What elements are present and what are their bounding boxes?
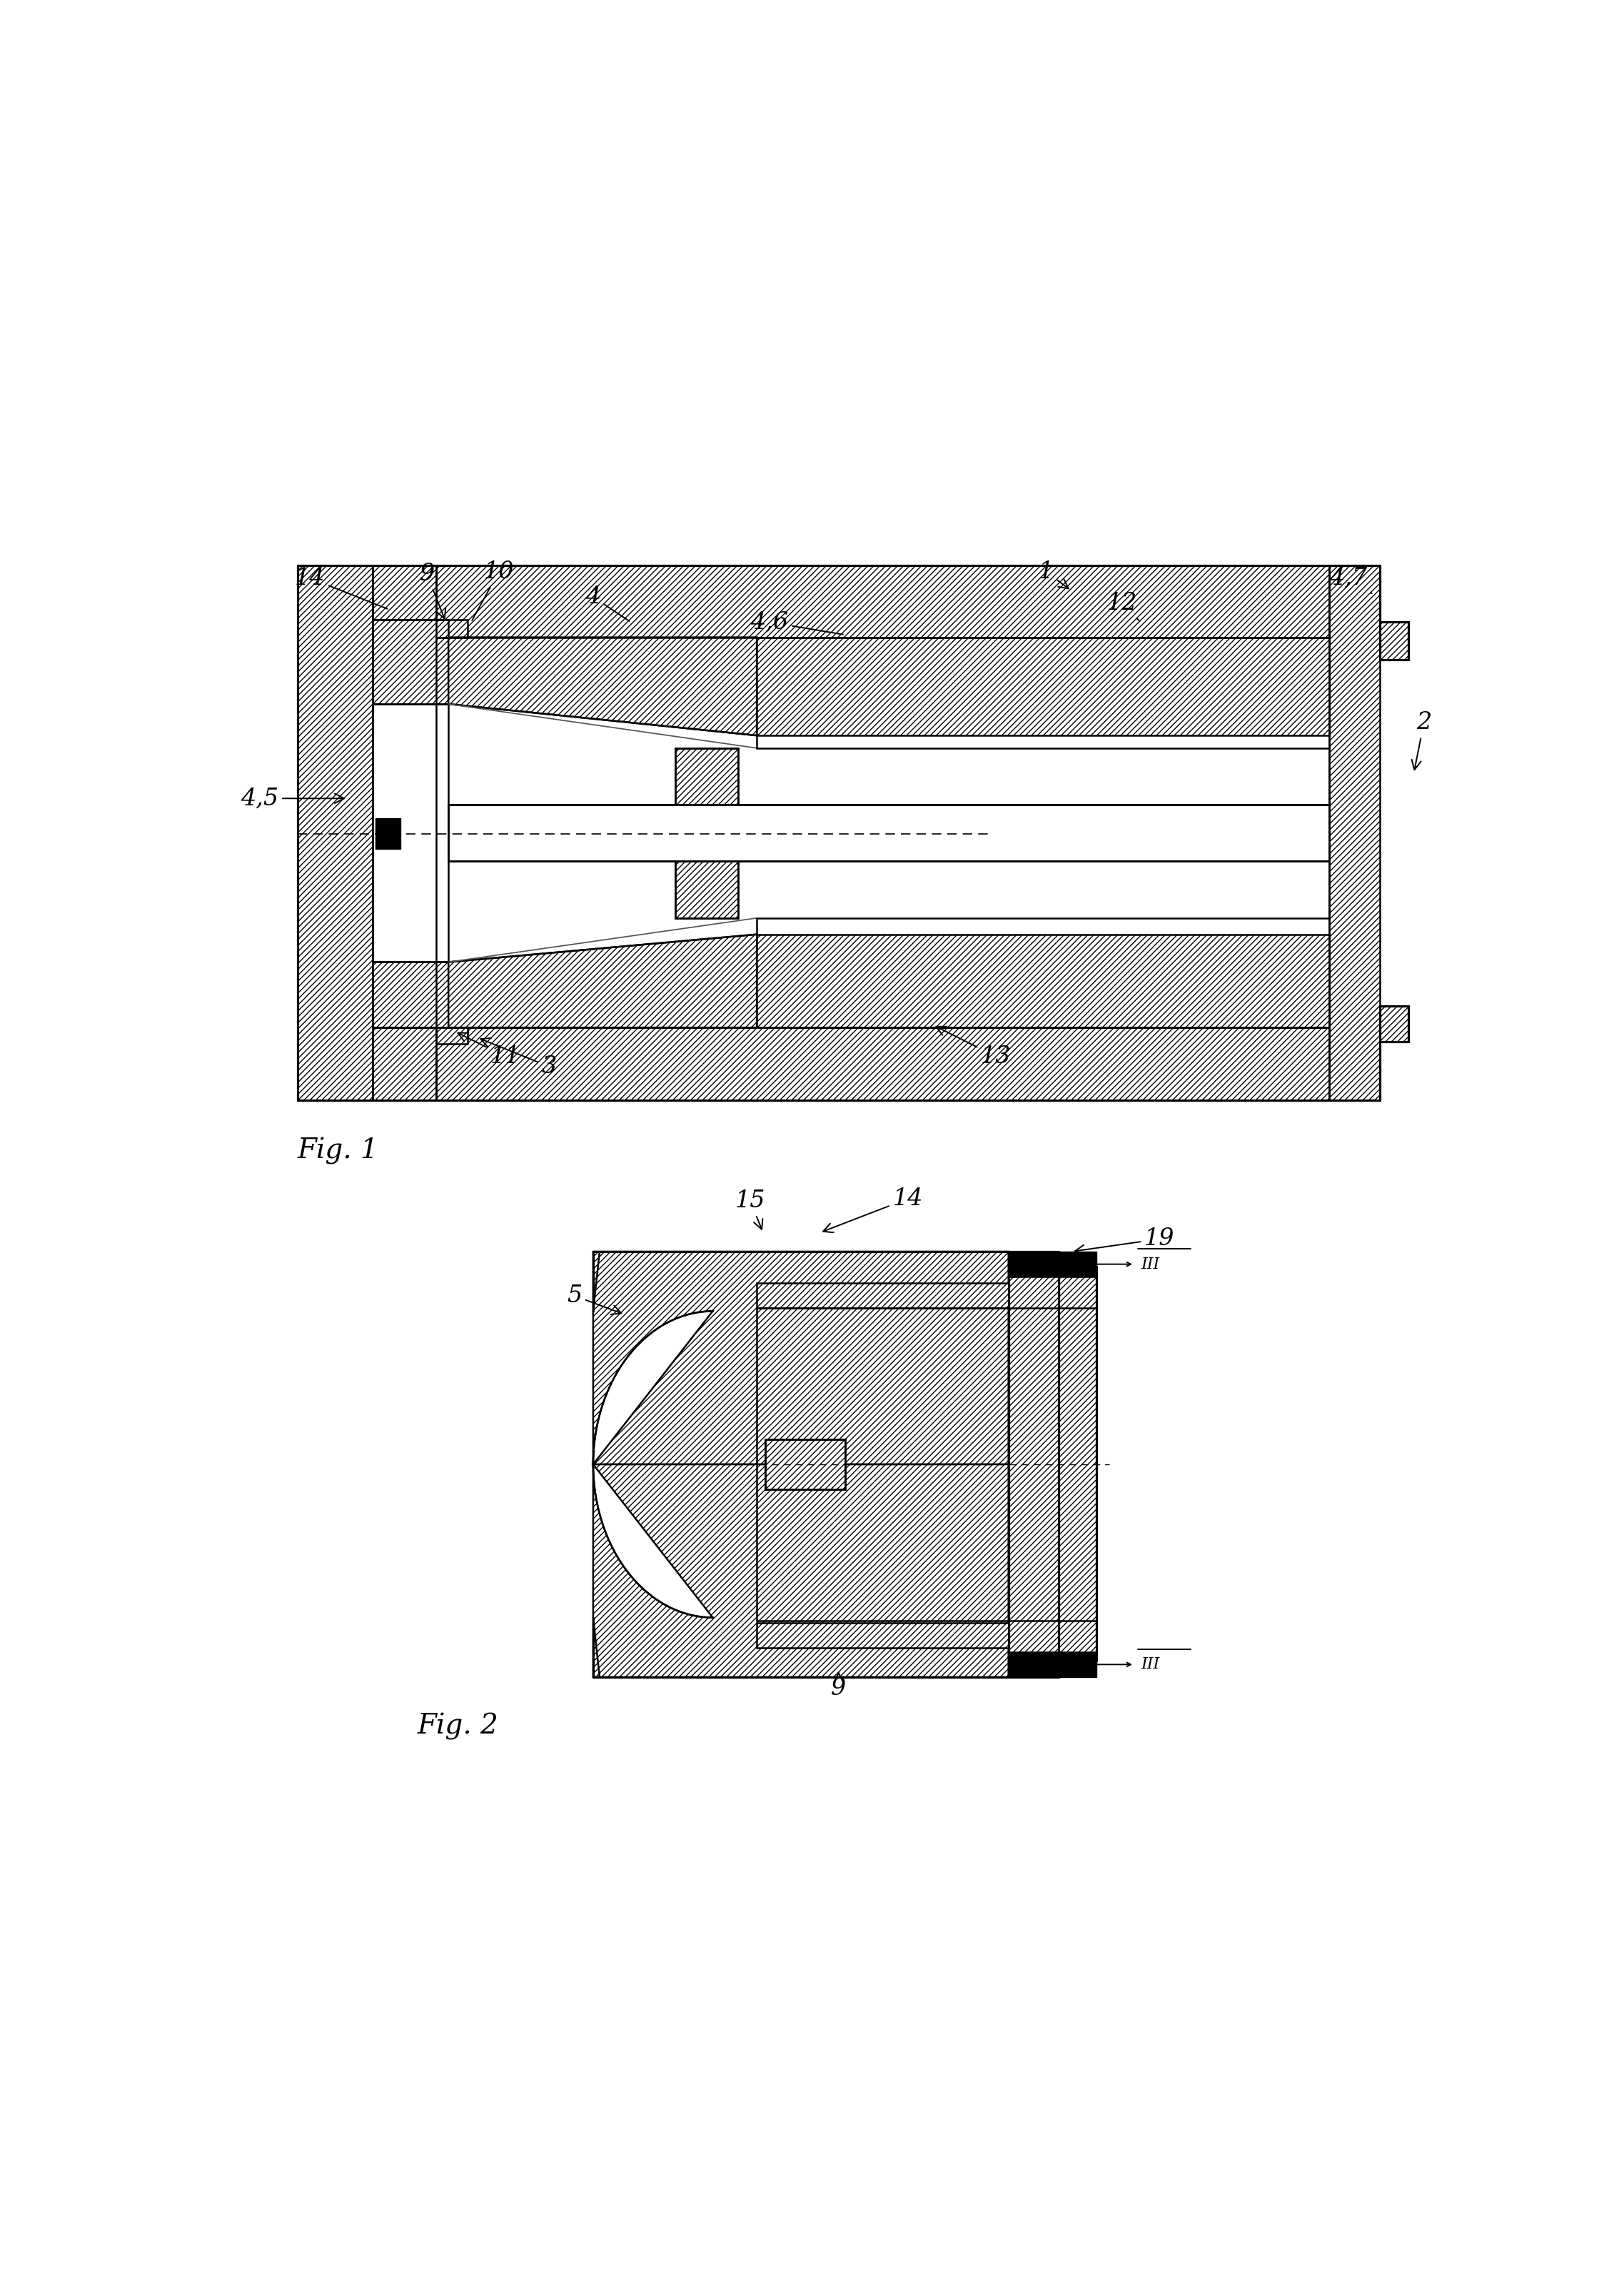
Bar bbox=[1009, 1652, 1096, 1677]
Bar bbox=[757, 1623, 1009, 1648]
Text: 4,7: 4,7 bbox=[1330, 567, 1372, 593]
Bar bbox=[375, 818, 401, 848]
Bar bbox=[374, 1028, 435, 1101]
Polygon shape bbox=[676, 748, 737, 804]
Bar bbox=[757, 934, 1330, 1028]
Text: 5: 5 bbox=[567, 1285, 622, 1315]
Bar bbox=[1330, 565, 1380, 1101]
Text: 11: 11 bbox=[458, 1032, 520, 1069]
Bar bbox=[1009, 1251, 1059, 1677]
Polygon shape bbox=[448, 934, 757, 1028]
Text: 9: 9 bbox=[419, 563, 445, 620]
Bar bbox=[448, 804, 1330, 861]
Polygon shape bbox=[676, 861, 737, 918]
Bar bbox=[757, 1283, 1009, 1308]
Text: 4: 4 bbox=[586, 586, 628, 622]
Bar bbox=[1380, 622, 1408, 661]
Bar bbox=[1009, 1251, 1096, 1276]
Text: III: III bbox=[1140, 1256, 1160, 1272]
Text: 15: 15 bbox=[736, 1190, 765, 1228]
Bar bbox=[297, 565, 374, 1101]
Text: 14: 14 bbox=[296, 567, 388, 608]
Text: 19: 19 bbox=[1075, 1228, 1174, 1253]
Bar bbox=[765, 1438, 844, 1490]
Text: Fig. 2: Fig. 2 bbox=[417, 1712, 499, 1739]
Text: 1: 1 bbox=[1039, 561, 1069, 588]
Bar bbox=[374, 620, 448, 704]
Text: III: III bbox=[1140, 1657, 1160, 1673]
Bar bbox=[757, 638, 1330, 736]
Text: Fig. 1: Fig. 1 bbox=[297, 1137, 378, 1165]
Text: 2: 2 bbox=[1411, 711, 1431, 770]
Polygon shape bbox=[593, 1465, 1009, 1677]
Text: 14: 14 bbox=[823, 1187, 922, 1233]
Text: 13: 13 bbox=[935, 1026, 1012, 1069]
Bar bbox=[435, 1028, 1330, 1101]
Bar bbox=[1380, 1005, 1408, 1042]
Text: 4,5: 4,5 bbox=[240, 786, 344, 809]
Text: 4,6: 4,6 bbox=[750, 611, 843, 634]
Polygon shape bbox=[593, 1251, 1009, 1465]
Bar bbox=[374, 962, 448, 1028]
Bar bbox=[1059, 1267, 1096, 1661]
Bar bbox=[435, 565, 1330, 638]
Text: 12: 12 bbox=[1106, 593, 1140, 620]
Text: 10: 10 bbox=[473, 561, 513, 620]
Text: 9: 9 bbox=[831, 1673, 846, 1700]
Bar bbox=[374, 565, 435, 620]
Polygon shape bbox=[448, 638, 757, 736]
Text: 3: 3 bbox=[481, 1037, 557, 1078]
